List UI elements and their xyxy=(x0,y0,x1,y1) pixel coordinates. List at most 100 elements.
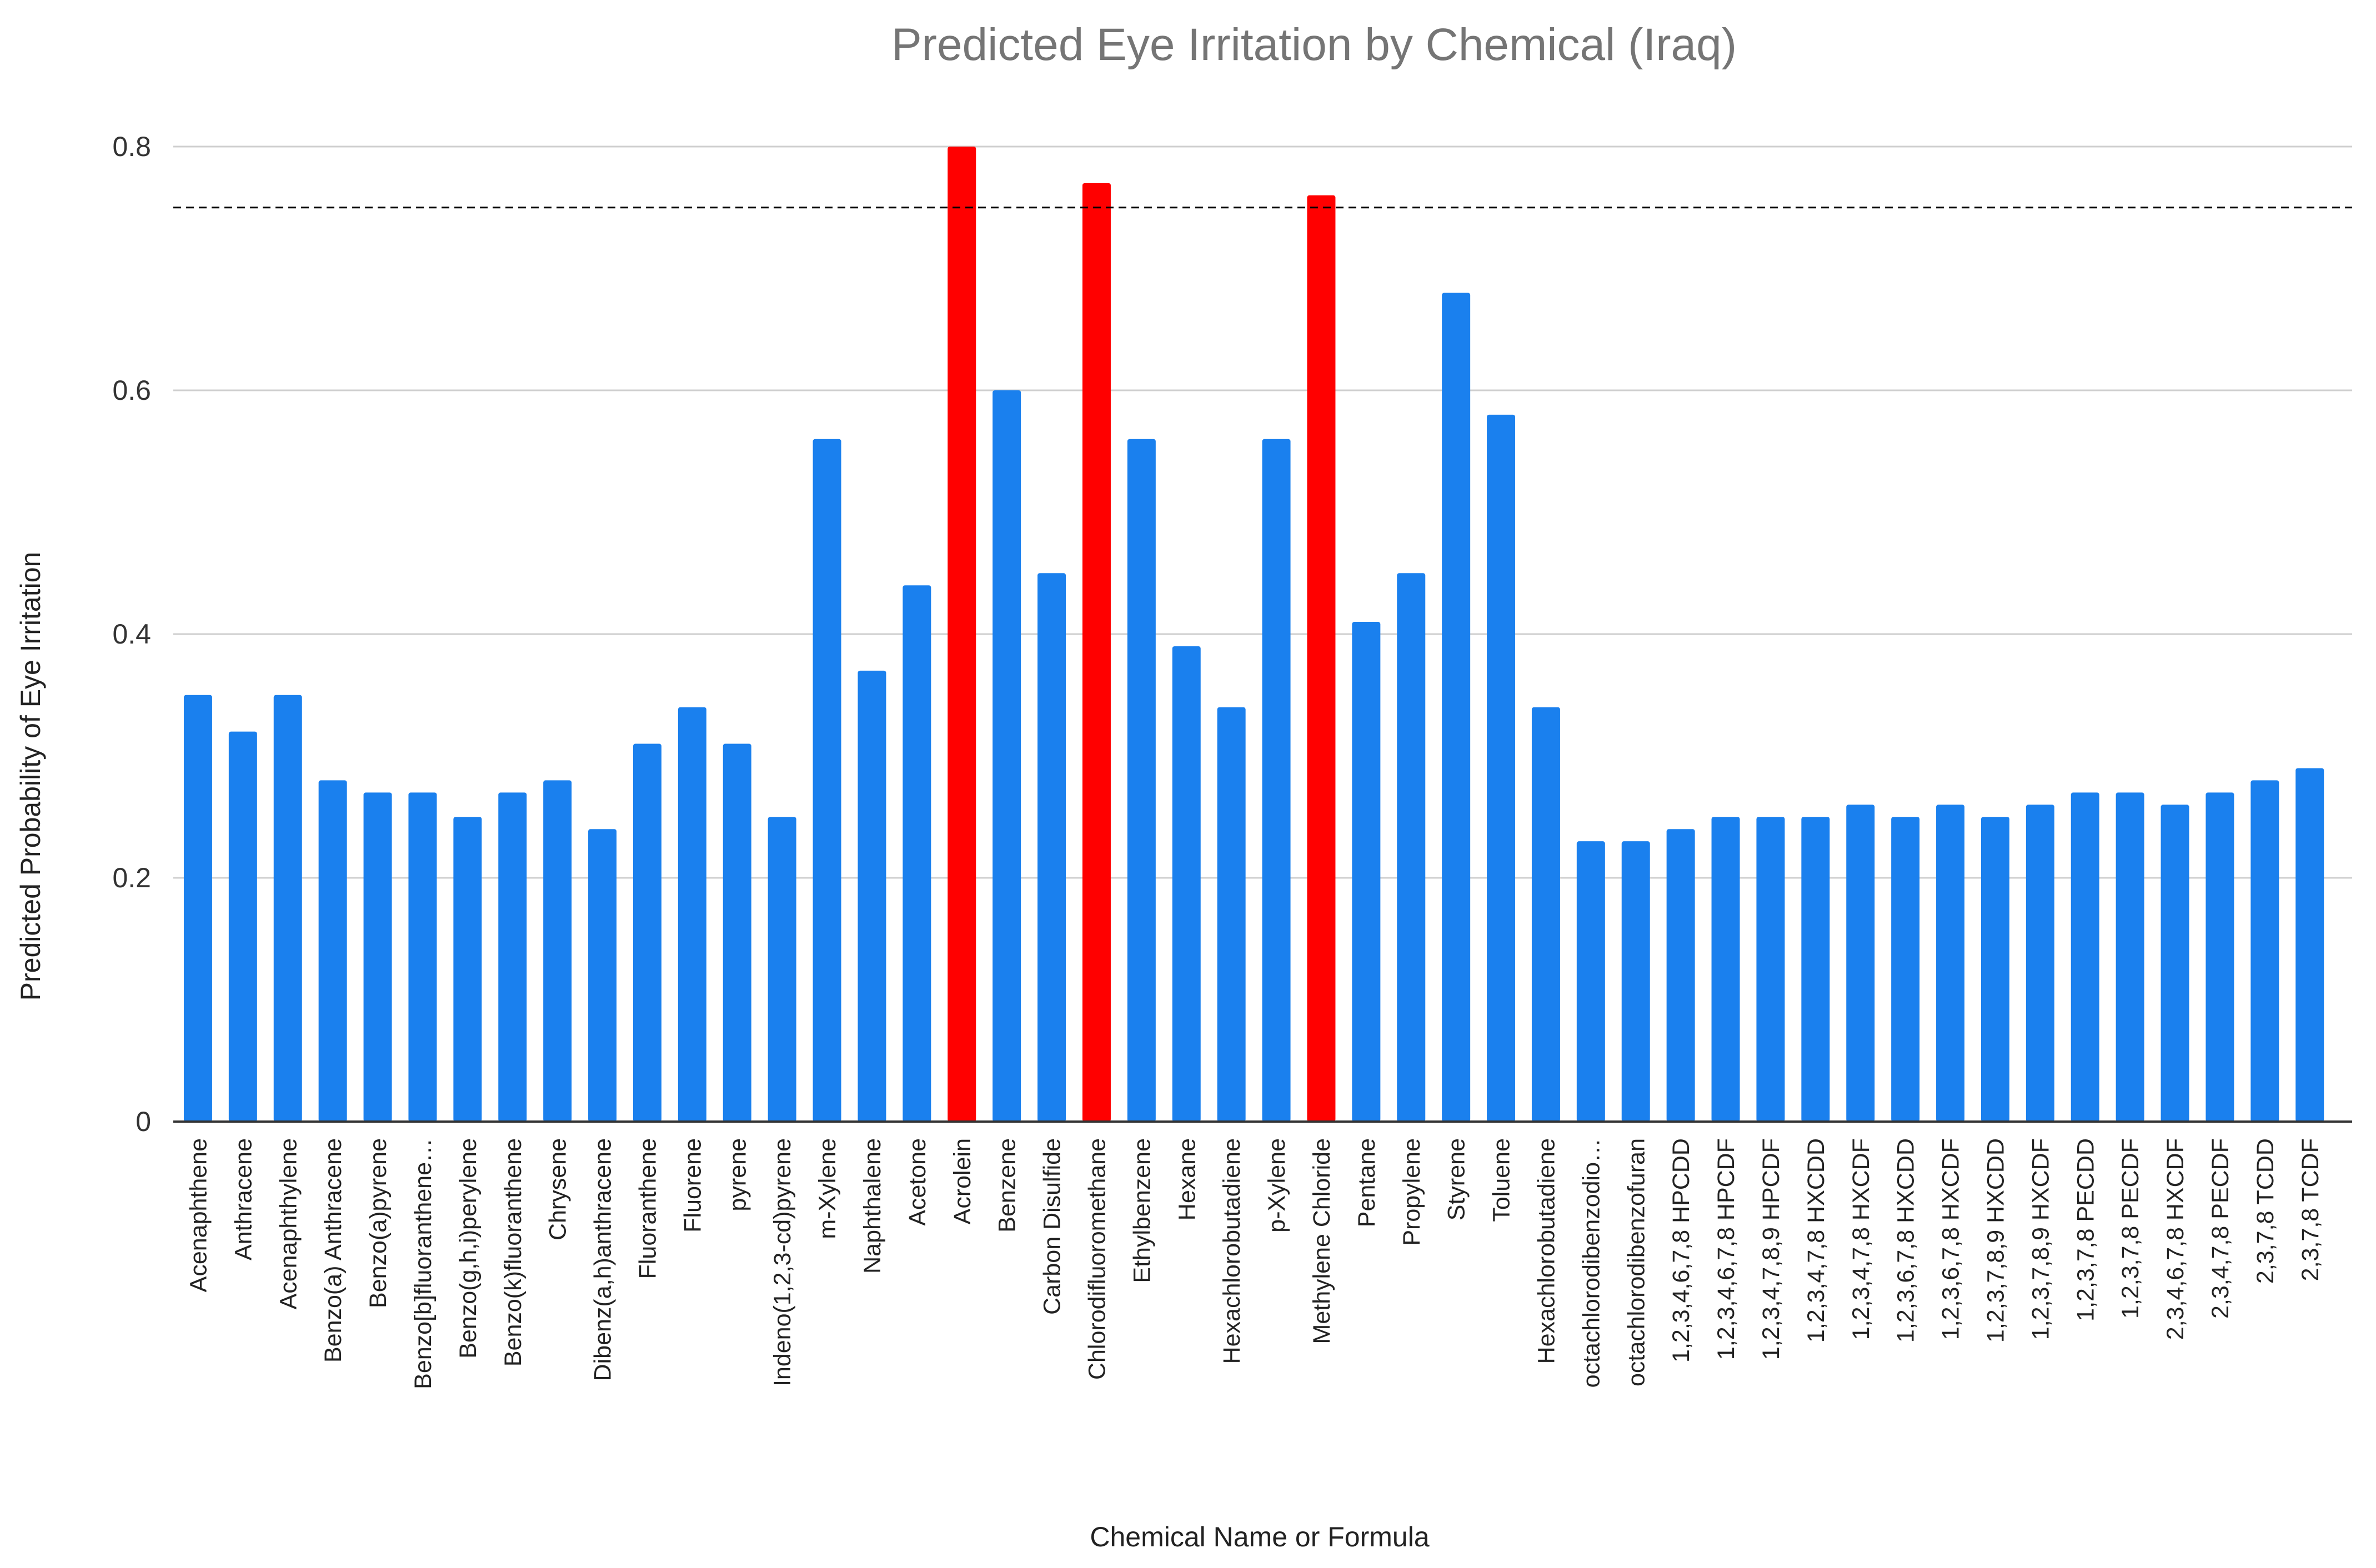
x-tick-label: Methylene Chloride xyxy=(1309,1138,1335,1344)
x-tick-label: Benzo(g,h,i)perylene xyxy=(455,1138,482,1359)
bar-10 xyxy=(588,829,617,1122)
bar-17 xyxy=(903,585,931,1122)
x-tick-label: 1,2,3,6,7,8 HXCDF xyxy=(1938,1138,1964,1340)
bar-9 xyxy=(543,780,572,1122)
bar-47 xyxy=(2250,780,2279,1122)
bar-45 xyxy=(2161,805,2189,1122)
y-axis-title: Predicted Probability of Eye Irritation xyxy=(15,552,46,1001)
bar-43 xyxy=(2071,792,2099,1122)
x-tick-label: 1,2,3,4,6,7,8 HPCDF xyxy=(1713,1138,1740,1360)
x-tick-label: Acenaphthylene xyxy=(275,1138,302,1309)
bar-23 xyxy=(1172,646,1201,1122)
x-tick-label: Indeno(1,2,3-cd)pyrene xyxy=(769,1138,796,1386)
x-axis-ticks: Acenaphthene Anthracene Acenaphthylene Benz… xyxy=(185,1138,2323,1389)
bar-30 xyxy=(1487,414,1516,1122)
x-tick-label: 1,2,3,6,7,8 HXCDD xyxy=(1893,1138,1919,1343)
x-tick-label: 1,2,3,4,7,8,9 HPCDF xyxy=(1758,1138,1784,1360)
y-tick-label: 0.4 xyxy=(112,619,151,650)
x-tick-label: Pentane xyxy=(1354,1138,1380,1227)
x-tick-label: Hexachlorobutadiene xyxy=(1533,1138,1560,1364)
x-tick-label: 2,3,4,7,8 PECDF xyxy=(2207,1138,2234,1319)
bar-8 xyxy=(498,792,527,1122)
chart-title: Predicted Eye Irritation by Chemical (Ir… xyxy=(891,19,1737,70)
bar-16 xyxy=(858,670,886,1122)
x-tick-label: Styrene xyxy=(1443,1138,1470,1220)
bar-21 xyxy=(1082,183,1111,1122)
bar-37 xyxy=(1801,817,1830,1122)
x-tick-label: Fluoranthene xyxy=(634,1138,661,1279)
bar-36 xyxy=(1756,817,1785,1122)
bar-39 xyxy=(1891,817,1920,1122)
bar-25 xyxy=(1262,439,1291,1122)
x-tick-label: Chlorodifluoromethane xyxy=(1084,1138,1110,1380)
bar-18 xyxy=(948,147,976,1122)
y-tick-label: 0.6 xyxy=(112,375,151,406)
x-tick-label: 2,3,7,8 TCDD xyxy=(2252,1138,2279,1284)
bar-3 xyxy=(273,695,302,1122)
bar-4 xyxy=(318,780,347,1122)
bar-31 xyxy=(1531,707,1560,1122)
x-tick-label: pyrene xyxy=(724,1138,751,1211)
x-tick-label: octachlorodibenzodio… xyxy=(1578,1138,1605,1388)
bar-32 xyxy=(1576,841,1605,1122)
bar-12 xyxy=(678,707,706,1122)
x-tick-label: 2,3,4,6,7,8 HXCDF xyxy=(2162,1138,2189,1340)
x-tick-label: Dibenz(a,h)anthracene xyxy=(590,1138,616,1381)
bar-24 xyxy=(1217,707,1246,1122)
bar-40 xyxy=(1936,805,1965,1122)
x-tick-label: m-Xylene xyxy=(814,1138,841,1239)
bar-1 xyxy=(183,695,212,1122)
x-tick-label: octachlorodibenzofuran xyxy=(1623,1138,1650,1386)
x-tick-label: Benzo(a)pyrene xyxy=(365,1138,392,1308)
bar-42 xyxy=(2026,805,2054,1122)
x-tick-label: Naphthalene xyxy=(859,1138,886,1274)
y-axis-ticks: 0 0.2 0.4 0.6 0.8 xyxy=(112,131,151,1137)
x-tick-label: 1,2,3,4,6,7,8 HPCDD xyxy=(1668,1138,1695,1363)
x-tick-label: Anthracene xyxy=(230,1138,257,1260)
bars xyxy=(183,147,2324,1122)
x-tick-label: 1,2,3,4,7,8 HXCDF xyxy=(1848,1138,1874,1340)
x-tick-label: 1,2,3,7,8 PECDD xyxy=(2072,1138,2099,1321)
x-tick-label: Acrolein xyxy=(949,1138,976,1224)
bar-22 xyxy=(1127,439,1156,1122)
bar-2 xyxy=(228,731,257,1122)
x-tick-label: Ethylbenzene xyxy=(1129,1138,1155,1283)
x-tick-label: 1,2,3,4,7,8 HXCDD xyxy=(1803,1138,1829,1343)
x-tick-label: Benzo(k)fluoranthene xyxy=(500,1138,527,1366)
x-tick-label: Hexane xyxy=(1174,1138,1200,1220)
bar-13 xyxy=(723,743,751,1122)
x-tick-label: Hexachlorobutadiene xyxy=(1219,1138,1245,1364)
y-tick-label: 0 xyxy=(136,1106,151,1137)
x-tick-label: Carbon Disulfide xyxy=(1039,1138,1066,1315)
x-tick-label: Benzene xyxy=(994,1138,1021,1233)
bar-46 xyxy=(2205,792,2234,1122)
x-tick-label: Benzo(a) Anthracene xyxy=(320,1138,347,1363)
bar-11 xyxy=(633,743,661,1122)
x-tick-label: 2,3,7,8 TCDF xyxy=(2297,1138,2324,1281)
bar-44 xyxy=(2116,792,2144,1122)
x-tick-label: Chrysene xyxy=(545,1138,572,1240)
bar-41 xyxy=(1981,817,2009,1122)
bar-26 xyxy=(1307,195,1336,1122)
bar-14 xyxy=(768,817,796,1122)
x-tick-label: Acetone xyxy=(904,1138,931,1226)
bar-38 xyxy=(1846,805,1875,1122)
bar-29 xyxy=(1442,293,1471,1122)
bar-15 xyxy=(813,439,841,1122)
bar-35 xyxy=(1711,817,1740,1122)
bar-7 xyxy=(453,817,482,1122)
bar-19 xyxy=(992,390,1021,1122)
y-tick-label: 0.8 xyxy=(112,131,151,162)
x-tick-label: 1,2,3,7,8,9 HXCDF xyxy=(2027,1138,2054,1340)
x-tick-label: 1,2,3,7,8 PECDF xyxy=(2117,1138,2144,1319)
bar-27 xyxy=(1352,622,1381,1122)
bar-48 xyxy=(2295,768,2324,1122)
x-tick-label: Toluene xyxy=(1488,1138,1515,1222)
x-tick-label: Benzo[b]fluoranthene… xyxy=(410,1138,437,1389)
bar-28 xyxy=(1397,573,1426,1122)
x-tick-label: 1,2,3,7,8,9 HXCDD xyxy=(1982,1138,2009,1343)
bar-5 xyxy=(363,792,392,1122)
y-tick-label: 0.2 xyxy=(112,862,151,893)
x-axis-title: Chemical Name or Formula xyxy=(1090,1521,1429,1552)
